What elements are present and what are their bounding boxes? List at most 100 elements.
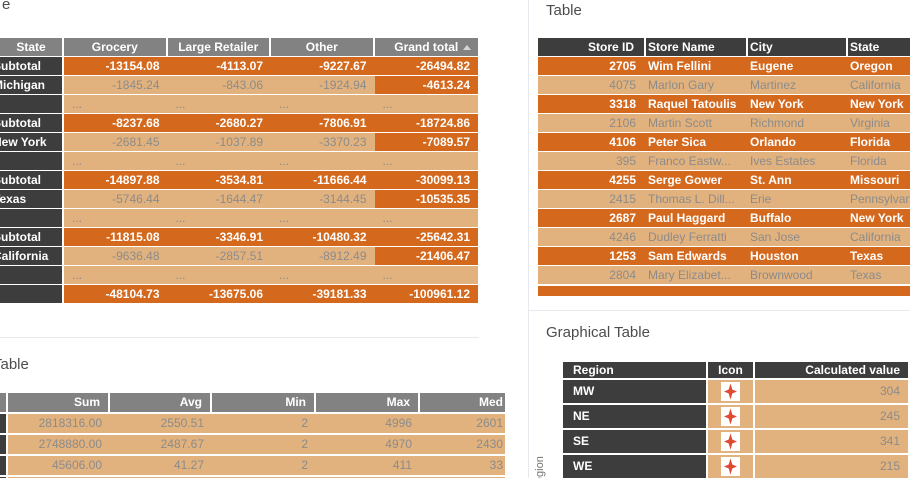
stores-cell-city: Richmond — [748, 114, 848, 132]
pivot-cell-large-retailer: ... — [167, 152, 271, 170]
stats-row[interactable]: 2748880.00 2487.67 2 4970 2430 — [0, 435, 505, 454]
pivot-row[interactable]: ... ... ... ... — [0, 266, 478, 284]
stores-cell-city: Buffalo — [748, 209, 848, 227]
pivot-row[interactable]: ... ... ... ... — [0, 209, 478, 227]
stats-cell-min: 2 — [212, 435, 316, 454]
stores-cell-store-id: 4106 — [538, 133, 646, 151]
pivot-row[interactable]: New York -2681.45 -1037.89 -3370.23 -708… — [0, 133, 478, 151]
pivot-cell-grocery: -2681.45 — [64, 133, 168, 151]
pivot-header-state[interactable]: State — [0, 38, 64, 56]
graphical-cell-icon — [708, 430, 755, 453]
stores-row[interactable]: 2804 Mary Elizabet... Brownwood Texas — [538, 266, 910, 284]
stores-cell-store-name: Thomas L. Dill... — [646, 190, 748, 208]
pivot-cell-grand-total: ... — [374, 209, 478, 227]
stats-header-sum[interactable]: Sum — [8, 393, 110, 412]
stores-row[interactable]: 4075 Marlon Gary Martinez California — [538, 76, 910, 94]
stores-row[interactable]: 395 Franco Eastw... Ives Estates Florida — [538, 152, 910, 170]
pivot-cell-other: -9227.67 — [271, 57, 375, 75]
stats-cell-median: 33 — [420, 456, 505, 475]
stores-row[interactable]: 2415 Thomas L. Dill... Erie Pennsylvania — [538, 190, 910, 208]
graphical-cell-icon — [708, 380, 755, 403]
pivot-row-label: New York — [0, 133, 64, 151]
pivot-header-grand-total[interactable]: Grand total — [374, 38, 478, 56]
stats-cell-sum: 45606.00 — [8, 456, 110, 475]
stats-header-median[interactable]: Med — [420, 393, 505, 412]
stores-cell-store-name: Paul Haggard — [646, 209, 748, 227]
pivot-row[interactable]: ... ... ... ... — [0, 95, 478, 113]
horizontal-panel-divider-left — [0, 337, 479, 338]
stores-cell-store-name: Raquel Tatoulis — [646, 95, 748, 113]
stores-cell-store-id: 395 — [538, 152, 646, 170]
pivot-cell-grocery: -14897.88 — [64, 171, 168, 189]
pivot-cell-grand-total: ... — [374, 152, 478, 170]
stores-panel-title: Table — [546, 2, 582, 19]
pivot-row[interactable]: California -9636.48 -2857.51 -8912.49 -2… — [0, 247, 478, 265]
stores-row[interactable]: 4246 Dudley Ferratti San Jose California — [538, 228, 910, 246]
stats-header-avg[interactable]: Avg — [110, 393, 212, 412]
pivot-row[interactable]: -48104.73 -13675.06 -39181.33 -100961.12 — [0, 285, 478, 303]
stores-header-city[interactable]: City — [748, 38, 848, 56]
pivot-row-label — [0, 285, 64, 303]
pivot-row[interactable]: Subtotal -13154.08 -4113.07 -9227.67 -26… — [0, 57, 478, 75]
pivot-row[interactable]: Subtotal -8237.68 -2680.27 -7806.91 -187… — [0, 114, 478, 132]
graphical-row[interactable]: NE 245 — [563, 405, 910, 428]
pivot-header-grocery[interactable]: Grocery — [64, 38, 168, 56]
stores-cell-city: New York — [748, 95, 848, 113]
stores-cell-state: California — [848, 76, 910, 94]
stats-row[interactable]: 45606.00 41.27 2 411 33 — [0, 456, 505, 475]
stats-header-min[interactable]: Min — [212, 393, 316, 412]
stats-rowlabel-strip — [0, 456, 8, 475]
stores-cell-store-id: 1253 — [538, 247, 646, 265]
stores-cell-store-name: Dudley Ferratti — [646, 228, 748, 246]
pivot-header-other[interactable]: Other — [271, 38, 375, 56]
stores-row[interactable]: 2106 Martin Scott Richmond Virginia — [538, 114, 910, 132]
pivot-cell-other: -7806.91 — [271, 114, 375, 132]
pivot-cell-grocery: -8237.68 — [64, 114, 168, 132]
pivot-row[interactable]: Subtotal -14897.88 -3534.81 -11666.44 -3… — [0, 171, 478, 189]
stores-header-state[interactable]: State — [848, 38, 910, 56]
pivot-row[interactable]: Texas -5746.44 -1644.47 -3144.45 -10535.… — [0, 190, 478, 208]
pivot-cell-other: -10480.32 — [271, 228, 375, 246]
graphical-row[interactable]: SE 341 — [563, 430, 910, 453]
pivot-cell-grocery: -13154.08 — [64, 57, 168, 75]
stores-cell-state: Pennsylvania — [848, 190, 910, 208]
stores-cell-store-name: Marlon Gary — [646, 76, 748, 94]
stores-cell-state: California — [848, 228, 910, 246]
pivot-cell-grand-total: -30099.13 — [374, 171, 478, 189]
star-icon — [721, 457, 740, 476]
stores-row[interactable]: 4255 Serge Gower St. Ann Missouri — [538, 171, 910, 189]
star-icon — [721, 407, 740, 426]
stats-row[interactable]: 2818316.00 2550.51 2 4996 2601 — [0, 414, 505, 433]
graphical-cell-region: MW — [563, 380, 708, 403]
stores-row[interactable]: 1253 Sam Edwards Houston Texas — [538, 247, 910, 265]
graphical-header-calculated-value[interactable]: Calculated value — [755, 362, 908, 378]
stores-cell-state: New York — [848, 95, 910, 113]
stores-row[interactable]: 4106 Peter Sica Orlando Florida — [538, 133, 910, 151]
stats-header-rowlabel-strip — [0, 393, 8, 412]
graphical-row[interactable]: MW 304 — [563, 380, 910, 403]
stats-cell-avg: 41.27 — [110, 456, 212, 475]
graphical-header-icon[interactable]: Icon — [708, 362, 755, 378]
stores-row[interactable]: 2687 Paul Haggard Buffalo New York — [538, 209, 910, 227]
stores-header-store-id[interactable]: Store ID — [538, 38, 646, 56]
stores-cell-store-id: 2106 — [538, 114, 646, 132]
graphical-header-region[interactable]: Region — [563, 362, 708, 378]
pivot-header-large-retailer[interactable]: Large Retailer — [167, 38, 271, 56]
stores-cell-state: Florida — [848, 133, 910, 151]
stores-row[interactable]: 2705 Wim Fellini Eugene Oregon — [538, 57, 910, 75]
pivot-row[interactable]: Subtotal -11815.08 -3346.91 -10480.32 -2… — [0, 228, 478, 246]
stores-header-store-name[interactable]: Store Name — [646, 38, 748, 56]
stats-cell-avg: 2487.67 — [110, 435, 212, 454]
pivot-row[interactable]: ... ... ... ... — [0, 152, 478, 170]
stores-row[interactable]: 3318 Raquel Tatoulis New York New York — [538, 95, 910, 113]
graphical-row[interactable]: WE 215 — [563, 455, 910, 478]
vertical-panel-divider — [528, 0, 529, 478]
stores-cell-city: San Jose — [748, 228, 848, 246]
stores-cell-store-id: 3318 — [538, 95, 646, 113]
stores-cell-state: Texas — [848, 266, 910, 284]
stats-cell-sum: 2748880.00 — [8, 435, 110, 454]
stats-header-max[interactable]: Max — [316, 393, 420, 412]
pivot-table: State Grocery Large Retailer Other Grand… — [0, 38, 478, 304]
pivot-row[interactable]: Michigan -1845.24 -843.06 -1924.94 -4613… — [0, 76, 478, 94]
stores-cell-store-id: 4246 — [538, 228, 646, 246]
